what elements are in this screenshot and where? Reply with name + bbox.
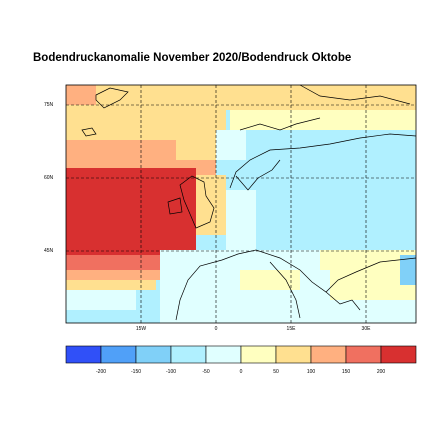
colorbar-label: 150 [341,369,351,375]
colorbar-swatch [205,345,242,364]
lon-label-15w: 15W [135,326,147,332]
colorbar-label: -200 [95,369,107,375]
lat-label-45n: 45N [44,248,54,254]
colorbar-swatch [135,345,172,364]
colorbar-swatch [240,345,277,364]
colorbar-label: 100 [306,369,316,375]
colorbar-label: -100 [165,369,177,375]
colorbar-swatch [275,345,312,364]
lat-label-75n: 75N [44,102,54,108]
lon-label-15e: 15E [286,326,296,332]
lon-label-30e: 30E [361,326,371,332]
lat-label-60n: 60N [44,175,54,181]
colorbar-swatch [65,345,102,364]
colorbar-swatch [345,345,382,364]
map-title: Bodendruckanomalie November 2020/Bodendr… [33,52,352,64]
colorbar-swatch [170,345,207,364]
colorbar-swatch [100,345,137,364]
colorbar-label: 0 [239,369,243,375]
map-frame [65,84,417,324]
colorbar-label: 50 [273,369,279,375]
colorbar-label: -150 [130,369,142,375]
colorbar-swatch [310,345,347,364]
graticule [66,85,416,323]
colorbar-label: 200 [376,369,386,375]
colorbar [65,345,417,364]
colorbar-label: -50 [202,369,210,375]
lon-label-0: 0 [214,326,218,332]
colorbar-swatch [380,345,417,364]
